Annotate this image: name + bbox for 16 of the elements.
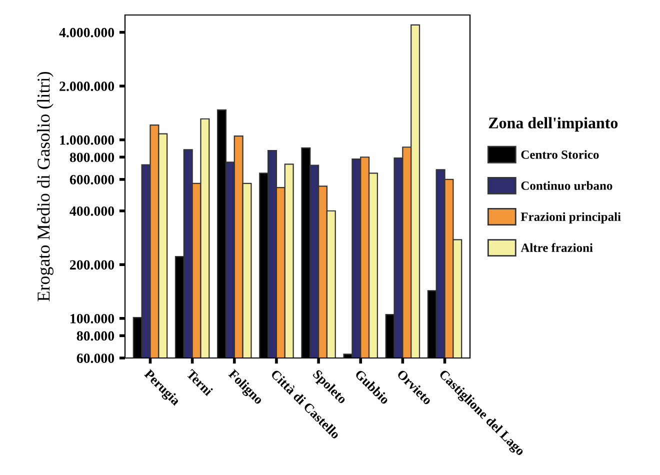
y-tick-label: 60.000 (76, 354, 114, 364)
legend-title: Zona dell'impianto (488, 117, 618, 132)
legend-label: Altre frazioni (520, 243, 593, 252)
legend-label: Centro Storico (521, 150, 599, 159)
y-tick-label: 200.000 (70, 260, 114, 270)
legend-label: Continuo urbano (521, 181, 612, 190)
y-tick-label: 80.000 (76, 331, 114, 341)
y-tick-label: 400.000 (70, 206, 114, 216)
y-tick-label: 600.000 (70, 175, 114, 184)
y-tick-label: 2.000.000 (60, 82, 114, 92)
y-tick-label: 4.000.000 (59, 28, 114, 38)
y-tick-label: 800.000 (70, 152, 114, 162)
y-axis-title: Erogato Medio di Gasolio (litri) (37, 72, 54, 302)
legend-label: Frazioni principali (520, 212, 621, 224)
y-tick-label: 100.000 (70, 314, 114, 324)
y-tick-label: 1.000.000 (60, 135, 114, 145)
